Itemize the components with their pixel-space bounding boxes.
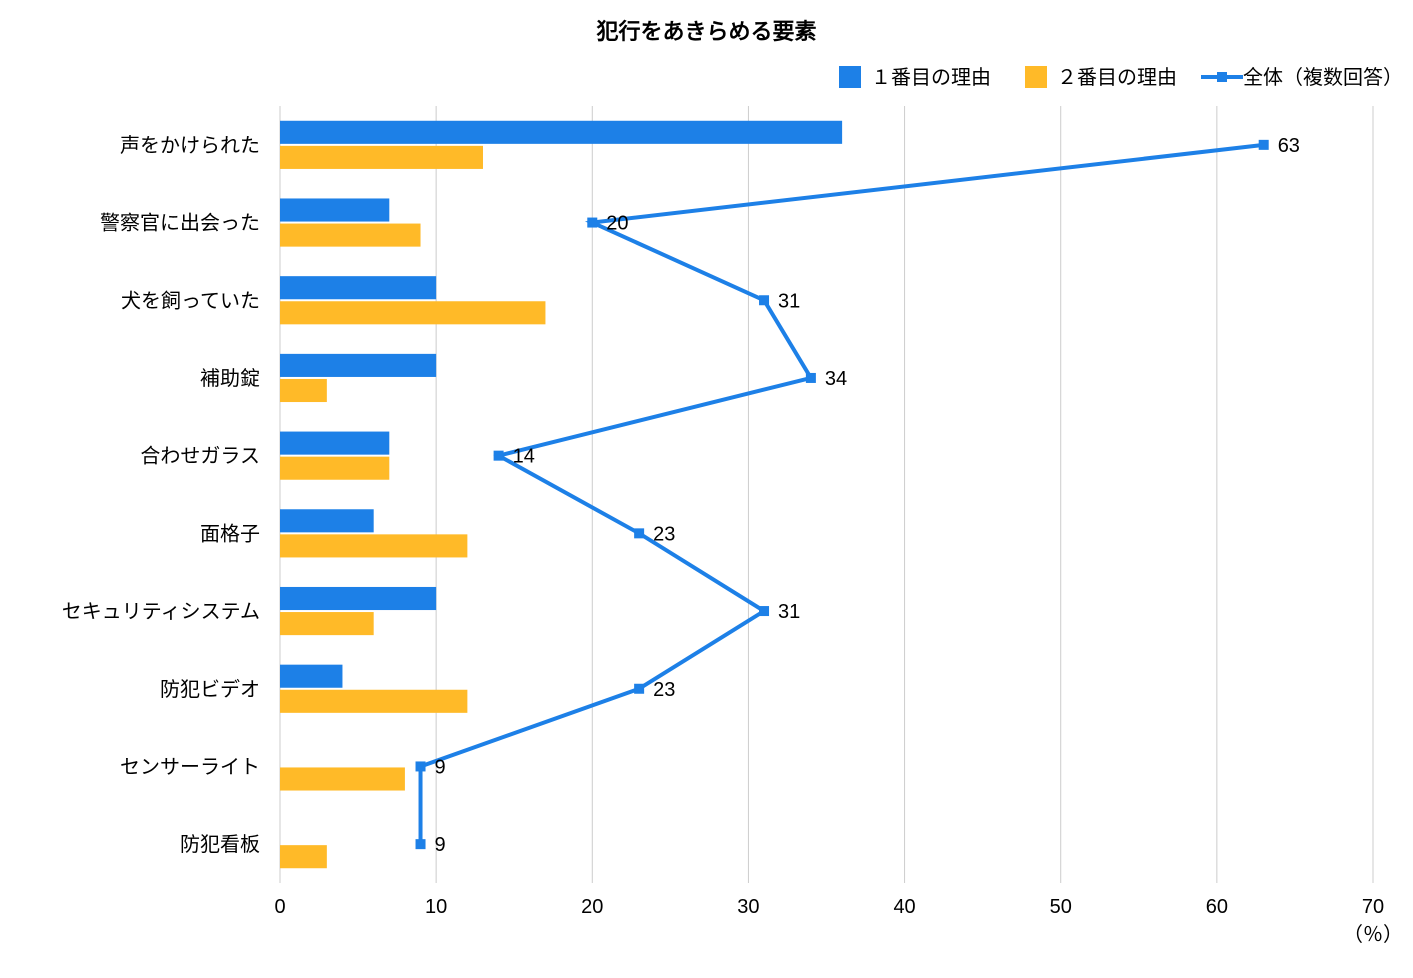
data-label: 63 (1278, 135, 1300, 157)
x-tick-label: 50 (1050, 896, 1072, 918)
bar (280, 665, 342, 688)
category-label: 合わせガラス (140, 445, 260, 468)
chart-svg: 0 10 20 30 40 50 60 70 （％） 声をかけられた警察官に出会った犬を飼っていた… (0, 46, 1413, 973)
x-axis-unit-label: （％） (1343, 923, 1403, 946)
legend-swatch (839, 66, 861, 88)
x-tick-label: 70 (1362, 896, 1384, 918)
line-marker (806, 373, 816, 383)
chart-container: 犯行をあきらめる要素 0 10 20 30 40 50 60 70 （％） 声をかけられた警察官に… (0, 0, 1413, 967)
bar (280, 354, 436, 377)
bar (280, 587, 436, 610)
data-label: 23 (653, 679, 675, 701)
x-tick-label: 0 (274, 896, 285, 918)
category-label: セキュリティシステム (62, 601, 260, 623)
bar (280, 121, 842, 144)
x-tick-label: 10 (425, 896, 447, 918)
x-tick-label: 60 (1206, 896, 1228, 918)
category-label: 補助錠 (200, 367, 260, 390)
line-marker (759, 606, 769, 616)
line-marker (1259, 140, 1269, 150)
legend-label: 全体（複数回答） (1243, 66, 1403, 89)
category-label: 防犯看板 (180, 833, 260, 856)
data-label: 14 (513, 446, 535, 468)
bar (280, 379, 327, 402)
bar (280, 146, 483, 169)
data-label: 31 (778, 290, 800, 312)
bar (280, 276, 436, 299)
line-marker (759, 295, 769, 305)
x-tick-label: 30 (737, 896, 759, 918)
x-tick-label: 40 (893, 896, 915, 918)
bar (280, 198, 389, 221)
bar (280, 612, 374, 635)
legend-swatch (1025, 66, 1047, 88)
bar (280, 301, 545, 324)
bar (280, 432, 389, 455)
chart-title: 犯行をあきらめる要素 (0, 0, 1413, 46)
category-label: 犬を飼っていた (121, 289, 260, 312)
line-marker (416, 761, 426, 771)
line-marker (587, 218, 597, 228)
category-label: 面格子 (200, 522, 260, 545)
legend-label: ２番目の理由 (1057, 66, 1177, 89)
category-label: 警察官に出会った (100, 212, 260, 235)
data-label: 20 (606, 213, 628, 235)
bar (280, 509, 374, 532)
legend-marker (1217, 72, 1227, 82)
legend: １番目の理由 ２番目の理由 全体（複数回答） (839, 66, 1403, 89)
line-marker (634, 684, 644, 694)
bar (280, 224, 421, 247)
line-marker (634, 528, 644, 538)
bar (280, 767, 405, 790)
bar (280, 534, 467, 557)
data-label: 34 (825, 368, 847, 390)
line-marker (494, 451, 504, 461)
x-tick-label: 20 (581, 896, 603, 918)
legend-label: １番目の理由 (871, 66, 991, 89)
data-label: 31 (778, 601, 800, 623)
bar (280, 457, 389, 480)
bar (280, 845, 327, 868)
line-marker (416, 839, 426, 849)
category-label: センサーライト (120, 756, 260, 778)
category-label: 防犯ビデオ (160, 678, 260, 701)
category-label: 声をかけられた (120, 134, 260, 157)
bar (280, 690, 467, 713)
data-label: 9 (435, 756, 446, 778)
data-label: 9 (435, 834, 446, 856)
data-label: 23 (653, 523, 675, 545)
